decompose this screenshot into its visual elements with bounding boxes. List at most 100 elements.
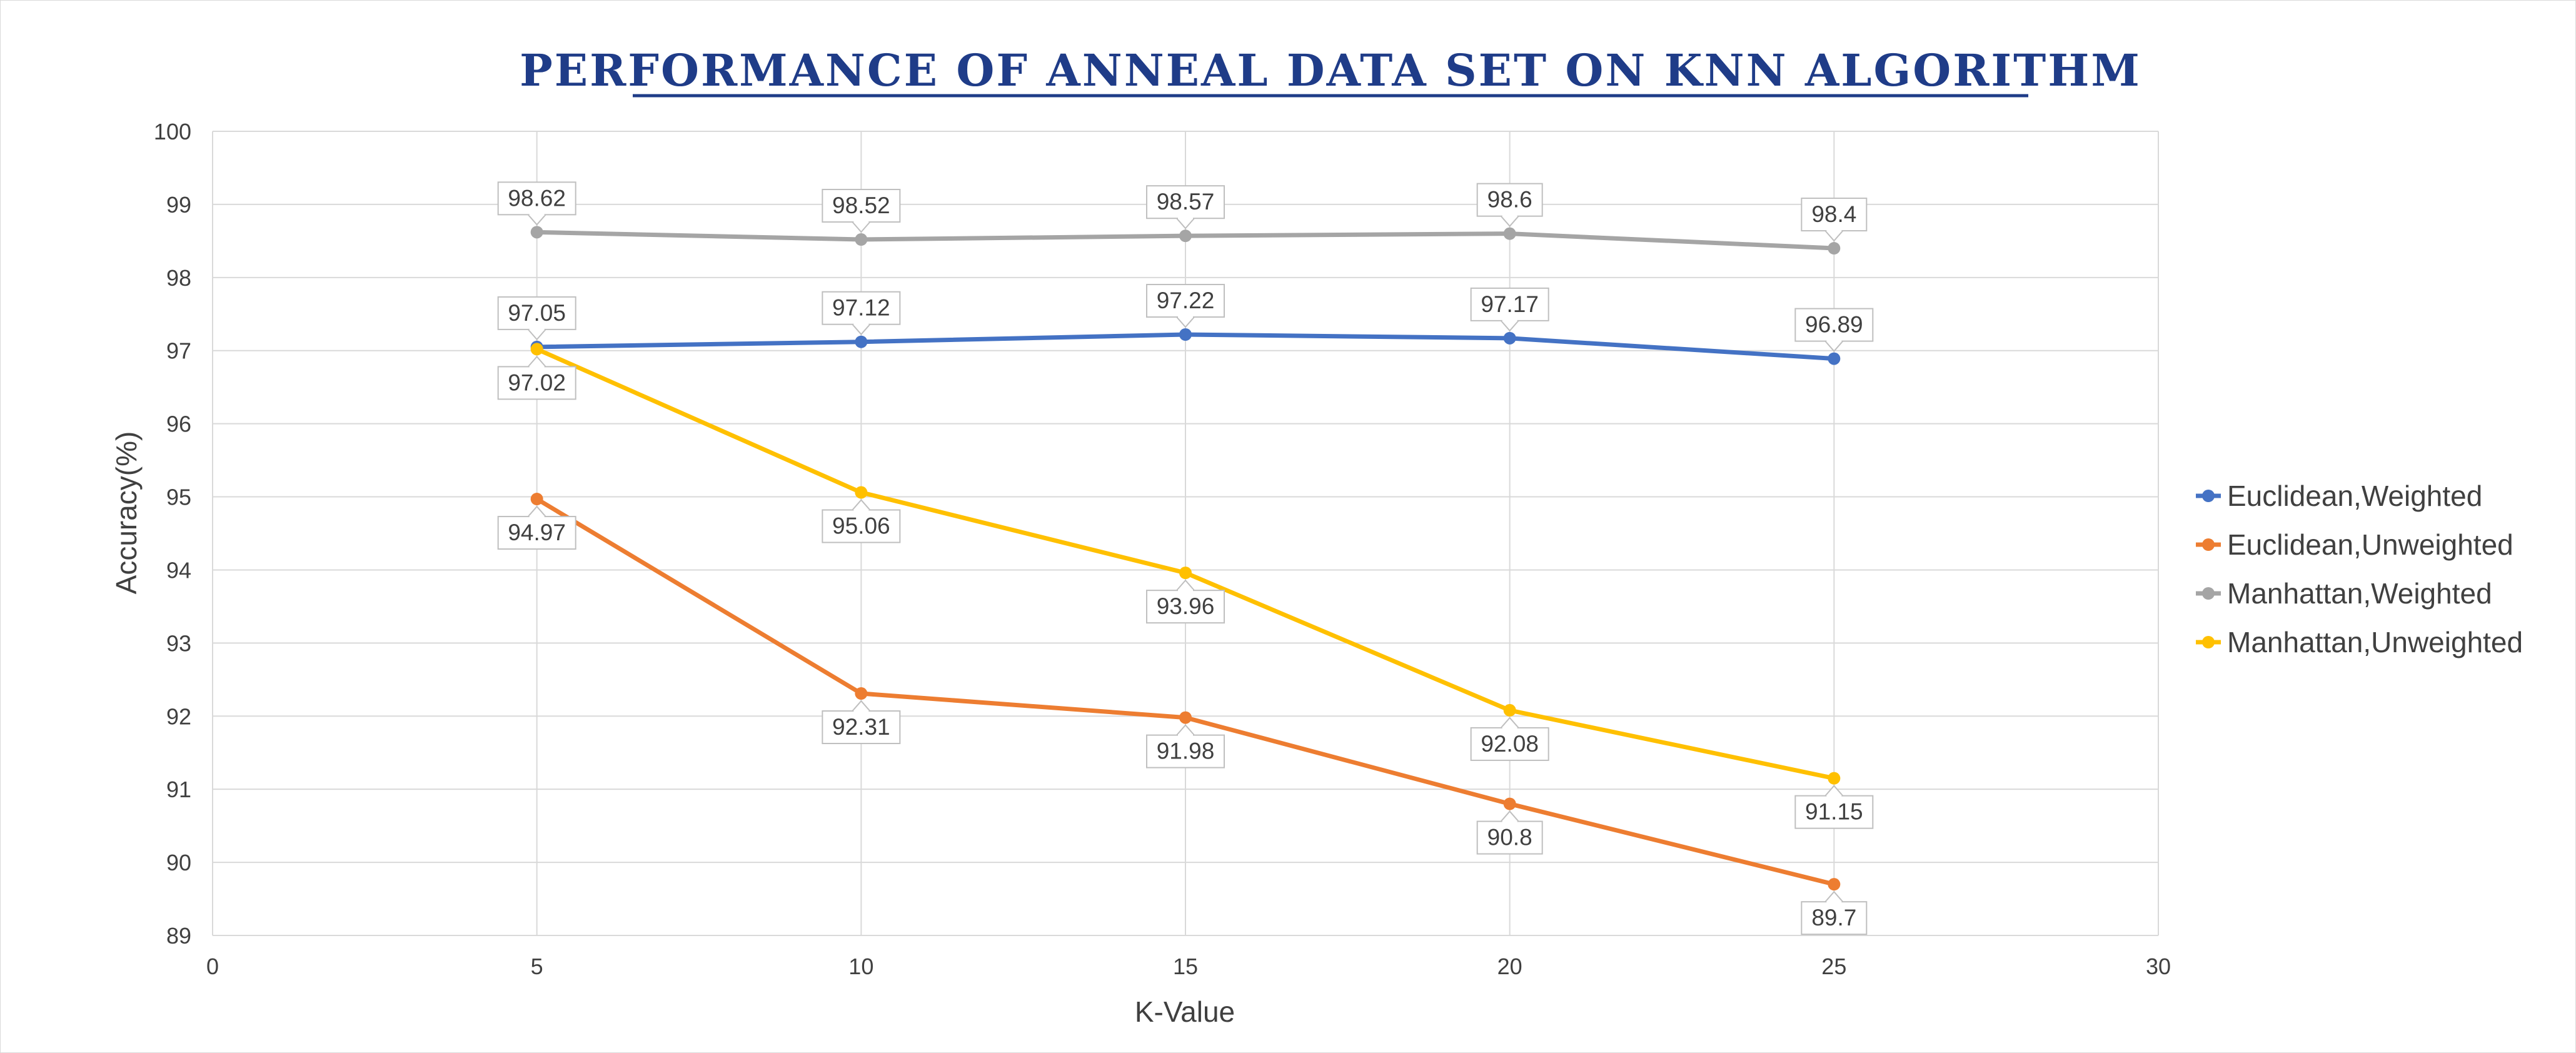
data-label-pointer [1176, 316, 1195, 328]
x-tick-label: 20 [1497, 954, 1522, 979]
data-label-text: 89.7 [1811, 905, 1856, 930]
data-label: 90.8 [1476, 810, 1543, 855]
data-point [1179, 567, 1192, 580]
legend: Euclidean,Weighted Euclidean,Unweighted Ma… [2196, 480, 2523, 658]
legend-swatch-marker [2202, 587, 2215, 600]
data-label-text: 98.6 [1487, 187, 1532, 213]
data-label: 96.89 [1794, 308, 1874, 353]
data-label-box [822, 509, 901, 543]
data-label-pointer [1176, 579, 1195, 591]
data-point [530, 493, 543, 506]
chart-title: PERFORMANCE OF ANNEAL DATA SET ON KNN AL… [520, 44, 2141, 96]
data-label: 97.22 [1146, 284, 1225, 328]
y-tick-label: 98 [166, 265, 191, 291]
data-label-text: 92.08 [1481, 731, 1539, 757]
data-label-text: 97.12 [832, 295, 890, 321]
data-point [1179, 711, 1192, 724]
data-label-box [1476, 820, 1543, 855]
data-label-text: 98.4 [1811, 201, 1856, 227]
data-label-text: 97.05 [508, 300, 566, 326]
data-label-text: 90.8 [1487, 825, 1532, 850]
data-label: 95.06 [822, 499, 901, 543]
axis-ticks: 89 90 91 92 93 94 95 96 97 98 99 100 0 5 10 15 20 25 30 [154, 119, 2171, 979]
data-label: 91.15 [1794, 785, 1874, 829]
data-point [855, 486, 868, 499]
data-label-text: 91.98 [1157, 738, 1215, 764]
data-label-box [822, 189, 901, 223]
data-point [530, 343, 543, 356]
y-tick-label: 97 [166, 338, 191, 364]
data-label-pointer [527, 329, 546, 341]
x-tick-label: 15 [1173, 954, 1198, 979]
data-label-box [822, 291, 901, 325]
y-tick-label: 92 [166, 703, 191, 729]
data-label-pointer [852, 499, 871, 511]
data-point [1828, 878, 1841, 891]
data-label-text: 98.62 [508, 185, 566, 211]
x-tick-label: 0 [206, 954, 219, 979]
series-lines [530, 226, 1841, 891]
data-label: 92.31 [822, 700, 901, 745]
data-labels: 97.05 97.12 97.22 97.17 96.89 94.97 92.31 91.98… [497, 181, 1874, 935]
data-label-pointer [852, 700, 871, 712]
data-label-box [1470, 727, 1549, 761]
y-tick-label: 89 [166, 923, 191, 949]
legend-swatch-marker [2202, 490, 2215, 502]
data-label: 97.12 [822, 291, 901, 336]
data-label-pointer [527, 214, 546, 226]
legend-label: Euclidean,Unweighted [2227, 528, 2513, 561]
data-label-box [497, 296, 576, 330]
data-point [1503, 227, 1516, 240]
data-label: 98.4 [1801, 198, 1868, 242]
data-label-pointer [1500, 717, 1519, 728]
x-tick-label: 10 [848, 954, 873, 979]
data-label-text: 95.06 [832, 513, 890, 539]
data-point [1503, 331, 1516, 345]
legend-item: Euclidean,Weighted [2196, 480, 2482, 512]
data-point [855, 335, 868, 348]
data-label-box [822, 710, 901, 745]
data-point [855, 233, 868, 246]
y-tick-label: 96 [166, 411, 191, 437]
data-label: 97.17 [1470, 287, 1549, 332]
data-label-pointer [527, 355, 546, 368]
data-label-box [497, 366, 576, 400]
data-label: 92.08 [1470, 717, 1549, 761]
data-point [530, 226, 543, 239]
data-label-pointer [1176, 724, 1195, 736]
data-label-box [1801, 198, 1868, 232]
data-label-text: 98.52 [832, 193, 890, 218]
data-point [1828, 242, 1841, 255]
legend-item: Manhattan,Weighted [2196, 577, 2492, 610]
x-tick-label: 30 [2146, 954, 2171, 979]
y-tick-label: 100 [154, 119, 191, 144]
data-label-text: 98.57 [1157, 189, 1215, 214]
legend-label: Euclidean,Weighted [2227, 480, 2482, 512]
data-label-pointer [1824, 340, 1844, 353]
data-label: 97.02 [497, 355, 576, 400]
data-label-pointer [852, 221, 871, 233]
data-point [1503, 703, 1516, 717]
data-label-box [1794, 308, 1874, 342]
data-label-pointer [852, 324, 871, 336]
legend-swatch-marker [2202, 538, 2215, 551]
y-tick-label: 93 [166, 630, 191, 656]
legend-swatch-marker [2202, 636, 2215, 648]
y-tick-label: 94 [166, 557, 191, 583]
legend-item: Euclidean,Unweighted [2196, 528, 2513, 561]
data-point [1179, 328, 1192, 341]
x-tick-label: 5 [531, 954, 543, 979]
data-label: 94.97 [497, 505, 576, 550]
legend-label: Manhattan,Unweighted [2227, 626, 2523, 658]
data-label-box [1146, 185, 1225, 219]
data-label-pointer [1176, 218, 1195, 229]
y-tick-label: 91 [166, 777, 191, 802]
data-point [1503, 797, 1516, 810]
data-label-pointer [527, 505, 546, 517]
data-label: 89.7 [1801, 890, 1868, 935]
data-label-box [1146, 734, 1225, 768]
y-tick-label: 90 [166, 850, 191, 875]
data-label-pointer [1500, 810, 1519, 822]
data-label: 97.05 [497, 296, 576, 341]
